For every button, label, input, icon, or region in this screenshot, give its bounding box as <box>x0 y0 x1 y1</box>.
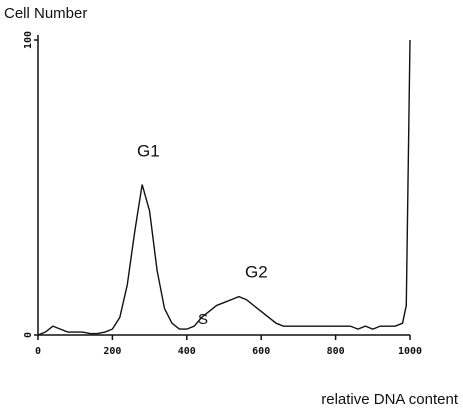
x-tick-label: 1000 <box>398 346 422 357</box>
x-axis-label: relative DNA content <box>321 391 459 408</box>
x-tick-label: 200 <box>103 346 121 357</box>
peak-annotation: G1 <box>137 141 160 160</box>
y-tick-label: 100 <box>23 31 34 49</box>
x-tick-label: 0 <box>35 346 41 357</box>
x-tick-label: 800 <box>327 346 345 357</box>
y-tick-label: 0 <box>23 332 34 338</box>
x-tick-label: 400 <box>178 346 196 357</box>
peak-annotation: S <box>198 311 208 328</box>
histogram-line <box>37 39 411 336</box>
chart-title: Cell Number <box>4 5 87 22</box>
x-tick-label: 600 <box>252 346 270 357</box>
peak-annotation: G2 <box>245 262 268 281</box>
